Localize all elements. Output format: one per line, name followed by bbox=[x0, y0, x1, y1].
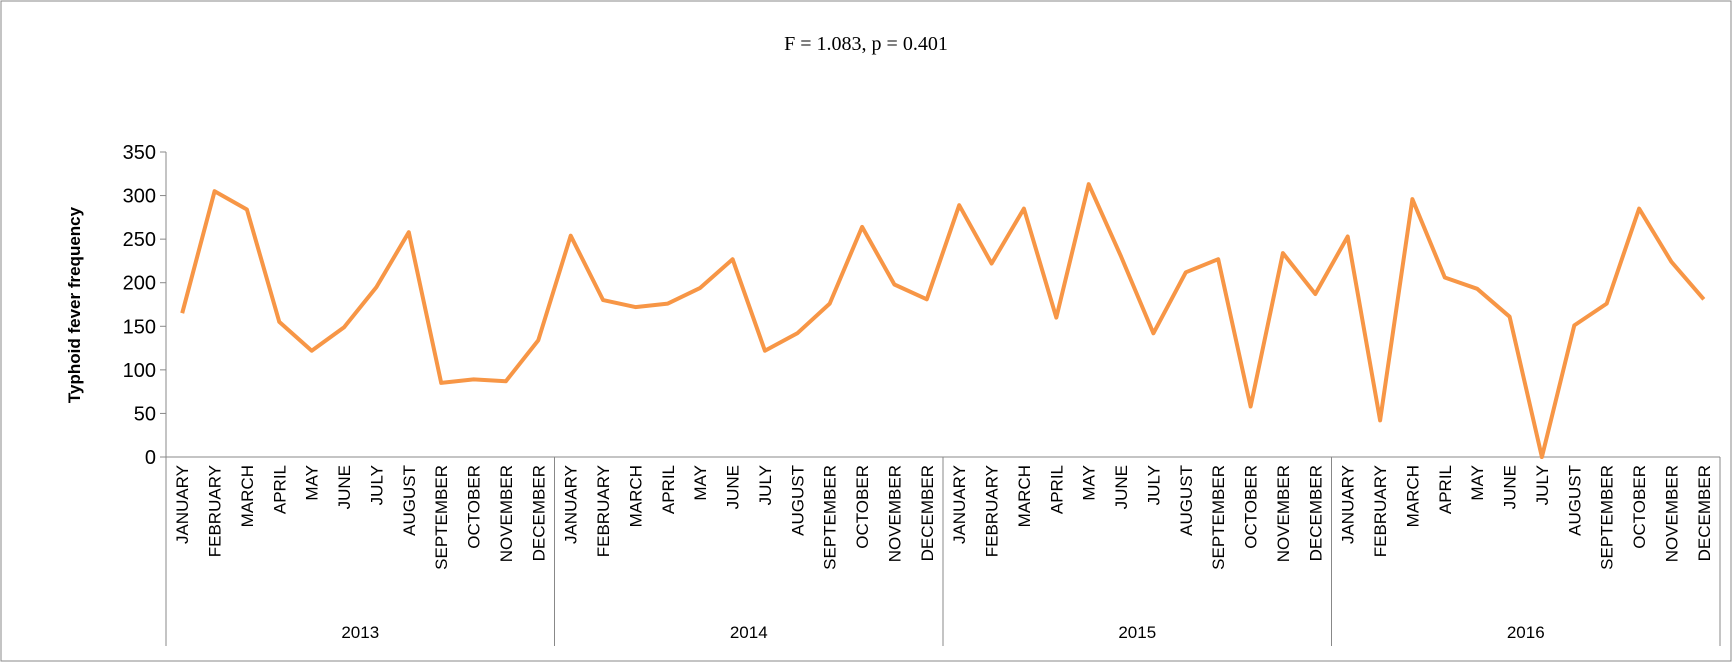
x-tick-label: AUGUST bbox=[1565, 465, 1584, 536]
x-tick-label: SEPTEMBER bbox=[821, 465, 840, 570]
x-tick-label: FEBRUARY bbox=[206, 465, 225, 557]
x-tick-label: JULY bbox=[756, 465, 775, 505]
x-tick-label: MAY bbox=[303, 465, 322, 501]
x-tick-label: DECEMBER bbox=[1695, 465, 1714, 561]
x-tick-label: APRIL bbox=[1436, 465, 1455, 514]
x-tick-label: APRIL bbox=[270, 465, 289, 514]
y-tick-label: 250 bbox=[123, 229, 156, 251]
x-tick-label: NOVEMBER bbox=[497, 465, 516, 562]
x-tick-label: SEPTEMBER bbox=[1598, 465, 1617, 570]
x-tick-label: FEBRUARY bbox=[594, 465, 613, 557]
x-tick-label: DECEMBER bbox=[529, 465, 548, 561]
y-tick-label: 100 bbox=[123, 360, 156, 382]
x-tick-label: OCTOBER bbox=[465, 465, 484, 549]
y-axis-label: Typhoid fever frequency bbox=[65, 206, 84, 403]
x-tick-label: JULY bbox=[1144, 465, 1163, 505]
data-line bbox=[180, 182, 1706, 459]
x-tick-label: JUNE bbox=[724, 465, 743, 509]
x-tick-label: JUNE bbox=[1112, 465, 1131, 509]
x-tick-label: MARCH bbox=[626, 465, 645, 527]
x-tick-label: NOVEMBER bbox=[1662, 465, 1681, 562]
x-tick-label: JUNE bbox=[335, 465, 354, 509]
x-tick-label: JANUARY bbox=[1339, 465, 1358, 544]
x-tick-label: JULY bbox=[367, 465, 386, 505]
x-tick-label: SEPTEMBER bbox=[1209, 465, 1228, 570]
x-tick-label: OCTOBER bbox=[1242, 465, 1261, 549]
x-tick-label: JANUARY bbox=[562, 465, 581, 544]
x-tick-label: JULY bbox=[1533, 465, 1552, 505]
chart-title: F = 1.083, p = 0.401 bbox=[784, 33, 948, 55]
x-tick-label: FEBRUARY bbox=[1371, 465, 1390, 557]
x-tick-label: MAY bbox=[1468, 465, 1487, 501]
y-tick-label: 350 bbox=[123, 142, 156, 164]
x-tick-label: FEBRUARY bbox=[983, 465, 1002, 557]
x-tick-label: OCTOBER bbox=[853, 465, 872, 549]
x-tick-label: APRIL bbox=[1047, 465, 1066, 514]
x-tick-label: MARCH bbox=[1403, 465, 1422, 527]
x-tick-label: MARCH bbox=[238, 465, 257, 527]
y-tick-label: 0 bbox=[145, 447, 156, 469]
x-tick-label: JANUARY bbox=[173, 465, 192, 544]
group-label: 2014 bbox=[730, 623, 768, 642]
y-tick-label: 200 bbox=[123, 273, 156, 295]
x-tick-label: AUGUST bbox=[788, 465, 807, 536]
x-tick-label: OCTOBER bbox=[1630, 465, 1649, 549]
x-tick-label: MAY bbox=[691, 465, 710, 501]
group-label: 2013 bbox=[341, 623, 379, 642]
group-label: 2016 bbox=[1507, 623, 1545, 642]
x-tick-label: APRIL bbox=[659, 465, 678, 514]
x-tick-label: NOVEMBER bbox=[1274, 465, 1293, 562]
y-tick-label: 150 bbox=[123, 316, 156, 338]
x-tick-label: JANUARY bbox=[950, 465, 969, 544]
y-tick-label: 300 bbox=[123, 186, 156, 208]
x-tick-label: AUGUST bbox=[400, 465, 419, 536]
x-tick-label: NOVEMBER bbox=[885, 465, 904, 562]
group-label: 2015 bbox=[1118, 623, 1156, 642]
x-tick-label: DECEMBER bbox=[1306, 465, 1325, 561]
x-tick-label: JUNE bbox=[1501, 465, 1520, 509]
x-tick-label: MAY bbox=[1080, 465, 1099, 501]
y-tick-label: 50 bbox=[134, 403, 156, 425]
x-tick-label: DECEMBER bbox=[918, 465, 937, 561]
x-tick-label: SEPTEMBER bbox=[432, 465, 451, 570]
x-tick-label: AUGUST bbox=[1177, 465, 1196, 536]
x-tick-label: MARCH bbox=[1015, 465, 1034, 527]
